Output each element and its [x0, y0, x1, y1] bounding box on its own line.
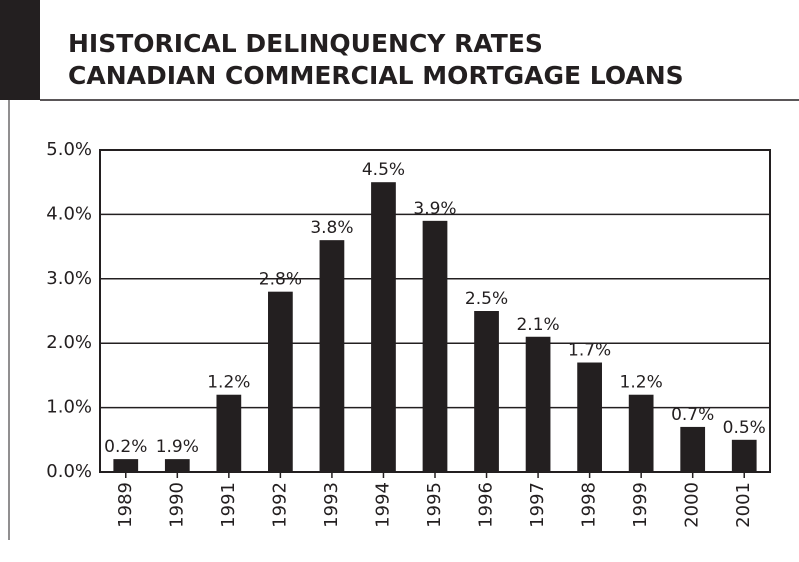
x-tick-label: 1998: [579, 482, 600, 528]
bar: [164, 459, 190, 472]
bar: [628, 394, 654, 472]
bar: [577, 362, 602, 472]
bar: [474, 311, 499, 472]
y-tick-label: 0.0%: [46, 461, 92, 482]
x-tick-label: 1994: [372, 482, 393, 528]
x-tick-label: 2000: [682, 482, 703, 528]
bar: [216, 394, 242, 472]
bar: [422, 220, 448, 472]
x-tick-label: 1993: [321, 482, 342, 528]
annotation: 4.5%: [362, 160, 405, 180]
y-tick-label: 5.0%: [46, 139, 92, 160]
x-tick-label: 1997: [527, 482, 548, 528]
annotation: 1.7%: [568, 341, 611, 361]
chart-title: CANADIAN COMMERCIAL MORTGAGE LOANS: [68, 61, 684, 90]
y-tick-label: 3.0%: [46, 268, 92, 289]
annotation: 3.9%: [413, 199, 456, 219]
annotation: 1.9%: [156, 437, 199, 457]
bar: [525, 336, 551, 472]
y-tick-label: 4.0%: [46, 203, 92, 224]
x-tick-label: 1999: [630, 482, 651, 528]
bar: [371, 182, 396, 472]
x-tick-label: 1991: [218, 482, 239, 528]
bar: [731, 439, 757, 472]
bar: [113, 459, 139, 472]
annotation: 1.2%: [207, 373, 250, 393]
annotation: 2.8%: [259, 270, 302, 290]
annotation: 2.1%: [516, 315, 559, 335]
annotation: 0.7%: [671, 405, 714, 425]
x-tick-label: 1990: [166, 482, 187, 528]
x-tick-label: 1989: [115, 482, 136, 528]
bar: [680, 426, 706, 472]
annotation: 2.5%: [465, 289, 508, 309]
chart-title: HISTORICAL DELINQUENCY RATES: [68, 29, 543, 58]
annotation: 0.5%: [723, 418, 766, 438]
annotation: 3.8%: [310, 218, 353, 238]
y-tick-label: 2.0%: [46, 332, 92, 353]
annotation: 1.2%: [620, 373, 663, 393]
annotation: 0.2%: [104, 437, 147, 457]
y-tick-label: 1.0%: [46, 397, 92, 418]
x-tick-label: 2001: [733, 482, 754, 528]
x-tick-label: 1992: [269, 482, 290, 528]
bar: [319, 240, 345, 472]
bar: [268, 291, 293, 472]
header-block: [0, 0, 40, 100]
x-tick-label: 1996: [476, 482, 497, 528]
x-tick-label: 1995: [424, 482, 445, 528]
